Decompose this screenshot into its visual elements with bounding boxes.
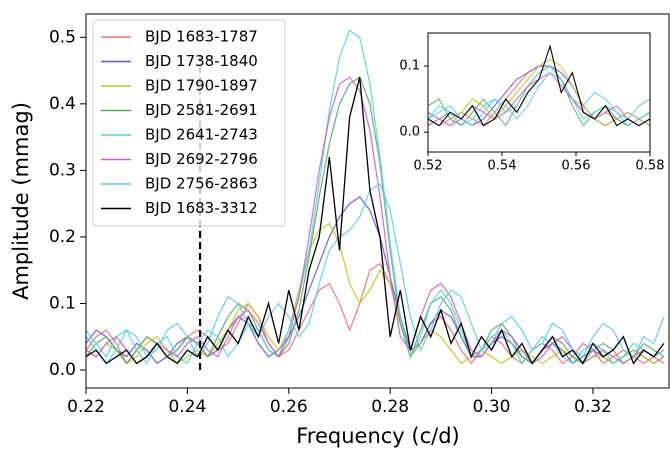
- series-line: [86, 76, 665, 365]
- y-tick-label: 0.0: [399, 125, 420, 140]
- legend-label: BJD 2756-2863: [145, 175, 258, 193]
- y-tick-label: 0.3: [49, 160, 76, 180]
- axes-frame: [85, 13, 670, 389]
- series-line: [86, 76, 665, 365]
- legend-label: BJD 1738-1840: [145, 52, 258, 70]
- legend-label: BJD 2692-2796: [145, 150, 258, 168]
- y-tick-label: 0.4: [49, 94, 76, 114]
- x-tick-label: 0.54: [488, 158, 517, 173]
- series-line: [86, 182, 665, 365]
- y-tick-label: 0.0: [49, 360, 76, 380]
- legend-label: BJD 2641-2743: [145, 126, 258, 144]
- y-tick-label: 0.5: [49, 27, 76, 47]
- x-tick-label: 0.52: [414, 158, 443, 173]
- x-tick-label: 0.28: [371, 397, 409, 417]
- x-tick-label: 0.22: [67, 397, 105, 417]
- series-line: [86, 196, 665, 365]
- series-line: [428, 65, 650, 127]
- plot-lines: [428, 44, 650, 127]
- x-tick-label: 0.24: [168, 397, 206, 417]
- series-line: [86, 77, 665, 365]
- x-tick-label: 0.26: [270, 397, 308, 417]
- legend-label: BJD 1683-1787: [145, 28, 258, 46]
- plot-area: [428, 33, 650, 152]
- x-tick-label: 0.32: [574, 397, 612, 417]
- y-axis-label: Amplitude (mmag): [9, 102, 33, 300]
- x-tick-label: 0.30: [473, 397, 511, 417]
- axes-frame: [427, 32, 651, 153]
- y-tick-label: 0.1: [399, 59, 420, 74]
- series-line: [86, 29, 665, 365]
- legend-label: BJD 1790-1897: [145, 77, 258, 95]
- x-axis-label: Frequency (c/d): [296, 424, 460, 448]
- series-line: [428, 71, 650, 127]
- legend-label: BJD 1683-3312: [145, 199, 258, 217]
- legend-label: BJD 2581-2691: [145, 101, 258, 119]
- series-line: [428, 44, 650, 127]
- y-tick-label: 0.2: [49, 227, 76, 247]
- legend-frame: [92, 19, 286, 227]
- x-tick-label: 0.56: [562, 158, 591, 173]
- x-tick-label: 0.58: [636, 158, 665, 173]
- y-tick-label: 0.1: [49, 293, 76, 313]
- plot-lines: [86, 29, 665, 365]
- series-line: [428, 58, 650, 127]
